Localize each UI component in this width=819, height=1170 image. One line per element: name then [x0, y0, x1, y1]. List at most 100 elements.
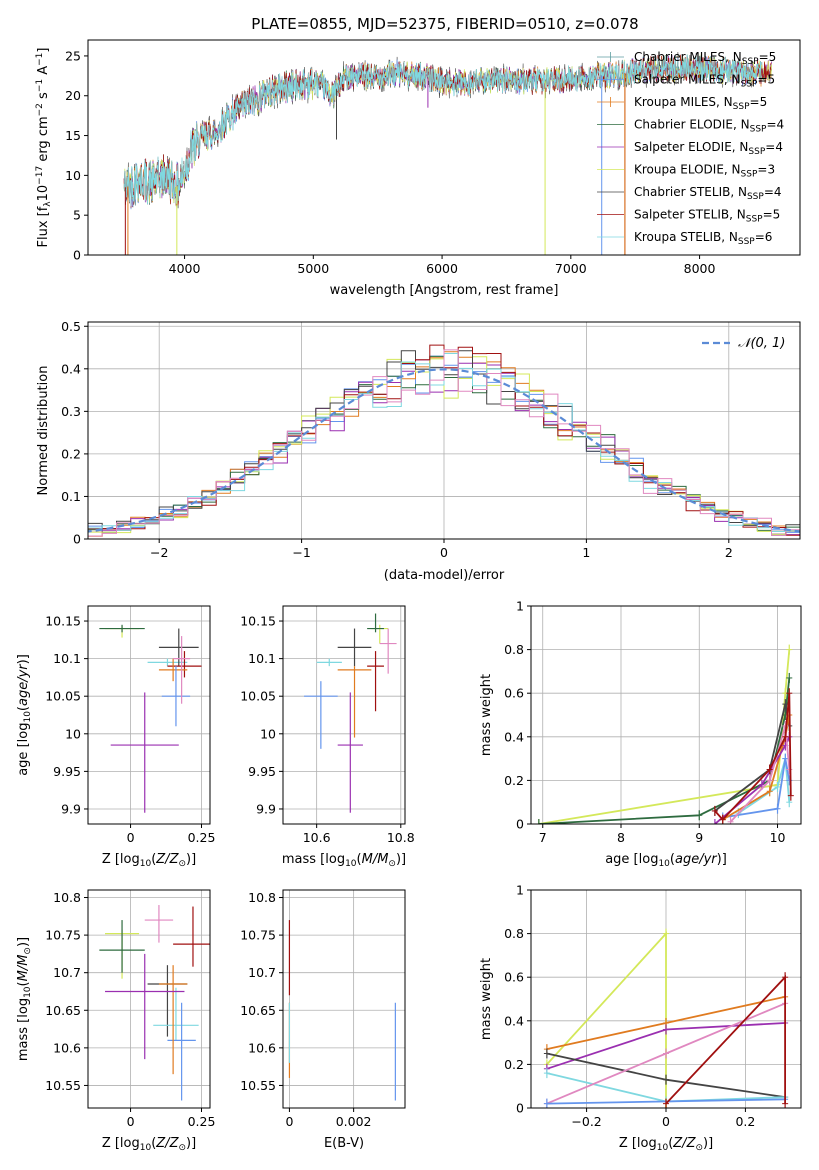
mass-z-frame [87, 889, 211, 1109]
y-tick-label: 10.75 [240, 928, 276, 943]
spectrum-frame [87, 39, 801, 256]
y-tick-label: 0.6 [504, 686, 524, 701]
age-mass-point-3 [337, 628, 372, 667]
mass-z-point-3 [173, 906, 210, 967]
age-z-point-7 [173, 636, 191, 704]
weight-age-frame [530, 605, 802, 825]
y-tick-label: 10.8 [248, 890, 276, 905]
age-mass-point-4 [367, 651, 384, 712]
mass-ebv-plot-area [288, 920, 396, 1101]
legend-entry: Chabrier ELODIE, NSSP=4 [634, 118, 784, 135]
legend-entry: Salpeter MILES, NSSP=5 [634, 73, 775, 90]
y-tick-label: 1 [516, 883, 524, 898]
age-mass-point-7 [379, 628, 397, 674]
y-tick-label: 0.3 [61, 404, 81, 419]
age-mass-point-6 [304, 681, 338, 749]
weight-z-series-7 [665, 974, 786, 1105]
mass-z-ylabel: mass [log10(M/M⊙)] [16, 937, 33, 1061]
mass-ebv-axes: 0 0.002 10.55 10.6 10.65 10.7 10.75 10.8 E(B-V) [240, 889, 406, 1151]
age-z-point-3 [158, 628, 199, 667]
mass-z-point-2 [144, 905, 174, 943]
y-tick-label: 0 [516, 817, 524, 832]
age-mass-point-2 [316, 658, 342, 667]
y-tick-label: 0 [73, 532, 81, 547]
x-tick-label: 6000 [426, 261, 458, 276]
x-tick-label: 0 [662, 1114, 670, 1129]
x-tick-label: 0.2 [735, 1114, 755, 1129]
y-tick-label: 10.75 [45, 928, 81, 943]
spectrum-legend: Chabrier MILES, NSSP=5 Salpeter MILES, NS… [597, 50, 784, 247]
y-tick-label: 0.8 [504, 926, 524, 941]
x-tick-label: 0 [127, 1114, 135, 1129]
y-tick-label: 9.95 [248, 764, 276, 779]
mass-z-point-5 [153, 987, 199, 1041]
mass-z-axes: 0 0.25 10.55 10.6 10.65 10.7 10.75 10.8 Z [log10… [16, 889, 216, 1153]
y-tick-label: 10.65 [240, 1003, 276, 1018]
age-z-axes: 0 0.25 9.9 9.95 10 10.05 10.1 10.15 Z [log10(Z/Z… [16, 605, 215, 869]
spectrum-axes: 4000 5000 6000 7000 8000 0 5 10 15 20 25 wavelength… [35, 39, 801, 298]
y-tick-label: 10.7 [53, 965, 81, 980]
age-z-ylabel: age [log10(age/yr)] [16, 654, 33, 776]
age-z-frame [87, 605, 211, 825]
y-tick-label: 0 [73, 248, 81, 263]
legend-entry: Salpeter STELIB, NSSP=5 [634, 208, 780, 225]
y-tick-label: 10.1 [53, 651, 81, 666]
figure-title: PLATE=0855, MJD=52375, FIBERID=0510, z=0… [251, 15, 638, 33]
x-tick-label: 8 [617, 830, 625, 845]
x-tick-label: 5000 [297, 261, 329, 276]
weight-age-plot-area [535, 644, 794, 824]
y-tick-label: 0.2 [504, 1057, 524, 1072]
age-mass-xlabel: mass [log10(M/M⊙)] [282, 852, 406, 869]
x-tick-label: −0.2 [571, 1114, 601, 1129]
y-tick-label: 10.55 [240, 1078, 276, 1093]
x-tick-label: 8000 [684, 261, 716, 276]
weight-z-xlabel: Z [log10(Z/Z⊙)] [619, 1136, 713, 1153]
age-mass-frame [282, 605, 406, 825]
normal-curve [88, 368, 800, 533]
y-tick-label: 10 [260, 726, 276, 741]
residuals-xlabel: (data-model)/error [384, 568, 505, 583]
age-mass-axes: 10.6 10.8 9.9 9.95 10 10.05 10.1 10.15 mass [log… [240, 605, 415, 869]
y-tick-label: 10.15 [45, 614, 81, 629]
y-tick-label: 10 [65, 726, 81, 741]
spectrum-plot-area [123, 51, 772, 255]
age-mass-point-1 [367, 613, 384, 633]
x-tick-label: −1 [292, 545, 310, 560]
legend-entry: Chabrier MILES, NSSP=5 [634, 50, 776, 67]
mass-z-point-6 [167, 1002, 196, 1101]
x-tick-label: 7000 [555, 261, 587, 276]
y-tick-label: 0.2 [504, 773, 524, 788]
x-tick-label: −2 [150, 545, 168, 560]
y-tick-label: 0.6 [504, 970, 524, 985]
age-mass-point-0 [371, 624, 389, 644]
x-tick-label: 7 [539, 830, 547, 845]
y-tick-label: 25 [65, 48, 81, 63]
age-z-point-1 [99, 624, 145, 633]
legend-entry: Chabrier STELIB, NSSP=4 [634, 185, 782, 202]
y-tick-label: 10 [65, 168, 81, 183]
weight-age-ylabel: mass weight [479, 674, 494, 756]
y-tick-label: 15 [65, 128, 81, 143]
x-tick-label: 0.25 [188, 1114, 216, 1129]
y-tick-label: 10.55 [45, 1078, 81, 1093]
x-tick-label: 2 [725, 545, 733, 560]
y-tick-label: 0.5 [61, 319, 81, 334]
age-mass-point-5 [337, 666, 372, 738]
y-tick-label: 0 [516, 1101, 524, 1116]
weight-age-axes: 7 8 9 10 0 0.2 0.4 0.6 0.8 1 age [log10(age/yr)] ma… [479, 599, 802, 869]
y-tick-label: 0.1 [61, 489, 81, 504]
y-tick-label: 0.4 [504, 1013, 524, 1028]
residuals-axes: −2 −1 0 1 2 0 0.1 0.2 0.3 0.4 0.5 (data-model)/erro… [36, 319, 801, 583]
weight-z-ylabel: mass weight [479, 958, 494, 1040]
x-tick-label: 9 [695, 830, 703, 845]
legend-entry: Kroupa MILES, NSSP=5 [634, 95, 767, 112]
spectrum-ylabel: Flux [fλ10−17 erg cm−2 s−1 A−1] [35, 48, 53, 248]
y-tick-label: 0.2 [61, 446, 81, 461]
y-tick-label: 10.8 [53, 890, 81, 905]
mass-ebv-frame [282, 889, 406, 1109]
spectrum-xlabel: wavelength [Angstrom, rest frame] [330, 283, 559, 298]
x-tick-label: 10.8 [387, 830, 415, 845]
y-tick-label: 5 [73, 208, 81, 223]
x-tick-label: 0 [440, 545, 448, 560]
